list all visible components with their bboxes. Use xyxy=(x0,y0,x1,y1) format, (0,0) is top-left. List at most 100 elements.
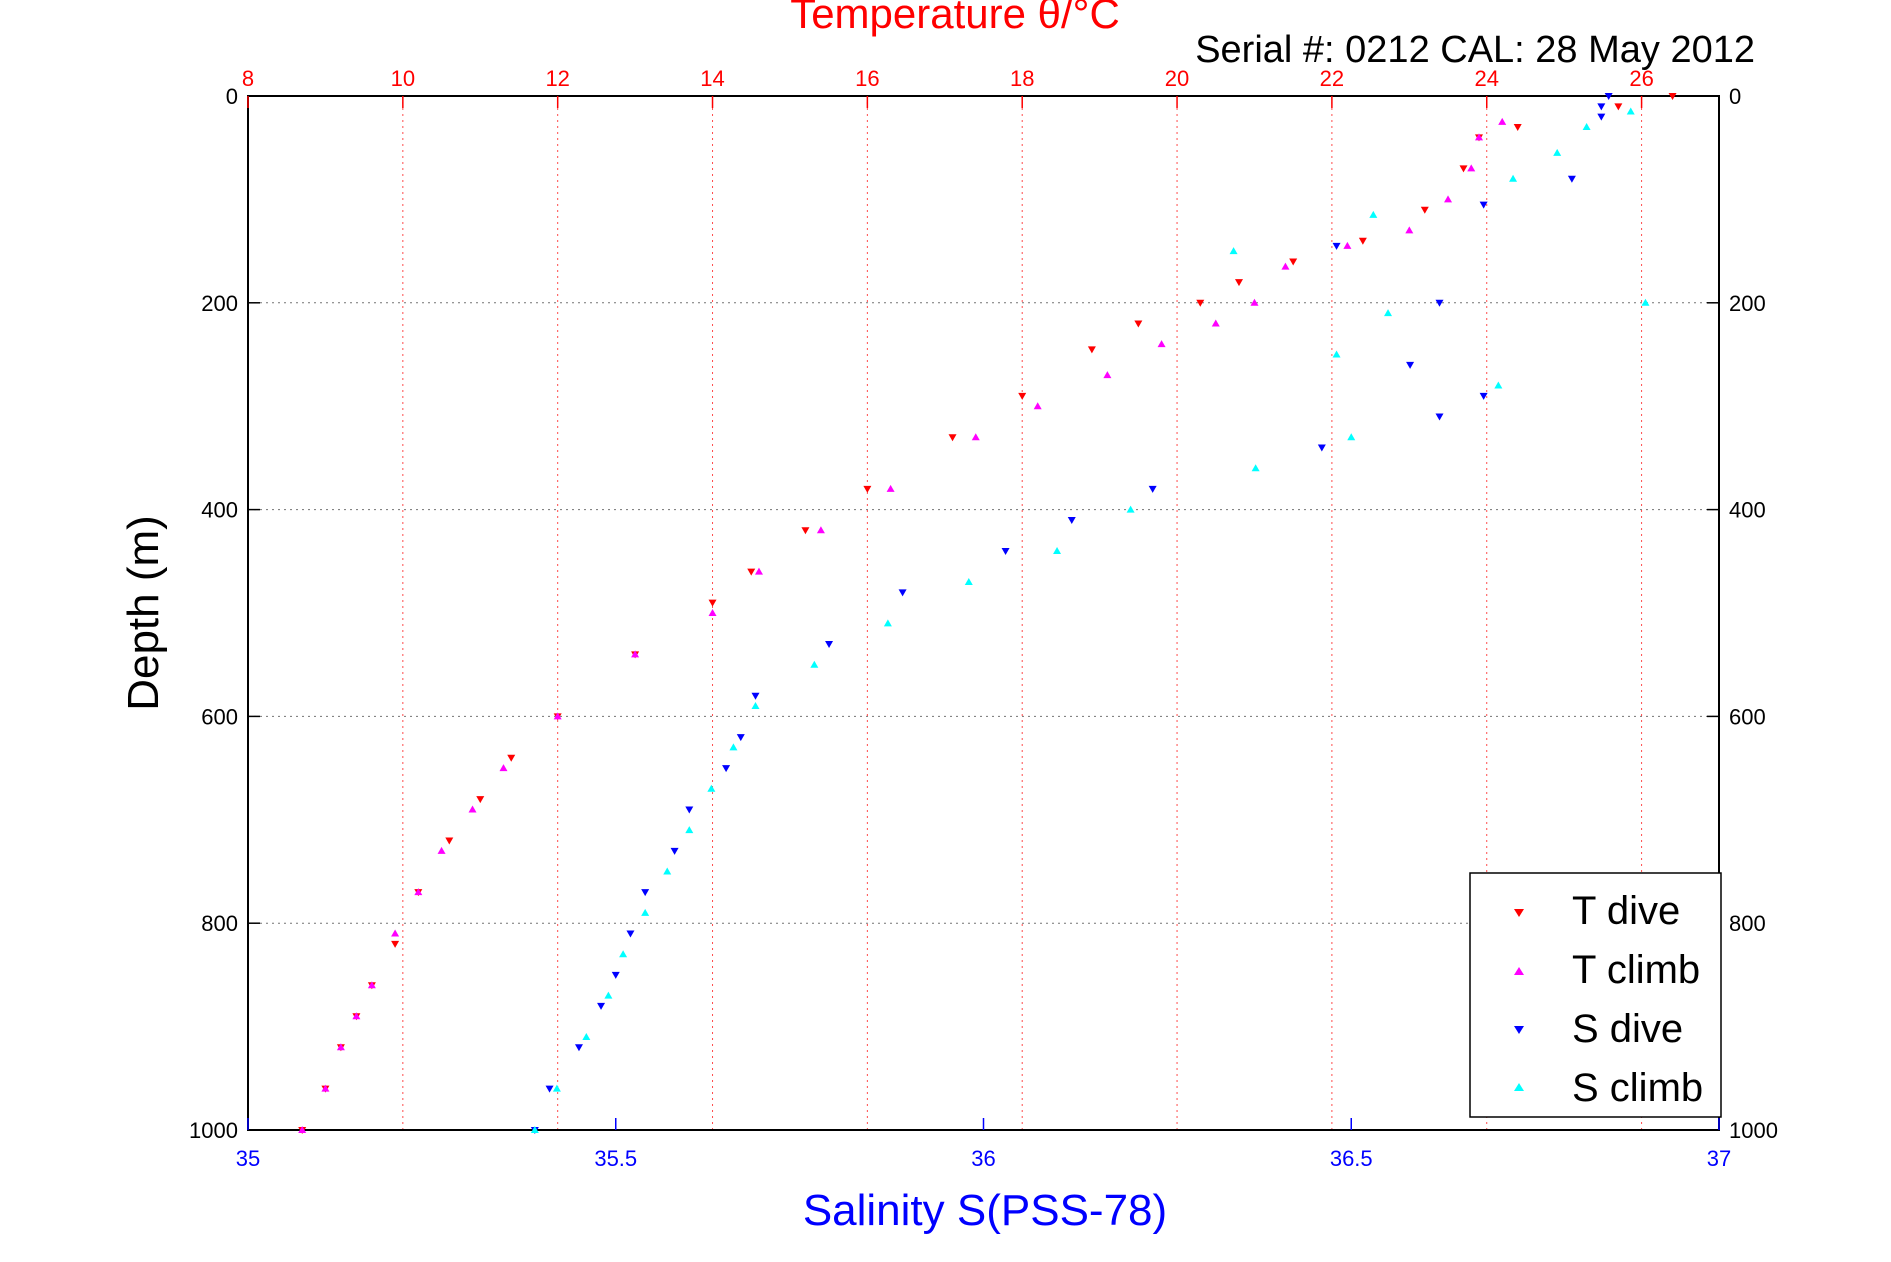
top-tick-label-24: 24 xyxy=(1474,66,1498,91)
point-t-dive-4 xyxy=(1459,165,1468,173)
legend-marker-s-dive xyxy=(1514,1026,1524,1034)
point-t-climb-5 xyxy=(1343,241,1352,249)
point-t-dive-8 xyxy=(1234,279,1243,287)
point-t-dive-6 xyxy=(1358,237,1367,245)
legend-label-s-dive: S dive xyxy=(1572,1007,1683,1051)
legend-label-s-climb: S climb xyxy=(1572,1066,1703,1110)
point-s-dive-19 xyxy=(685,806,694,814)
point-t-dive-22 xyxy=(445,837,454,845)
point-t-dive-24 xyxy=(391,940,400,948)
point-s-dive-12 xyxy=(1067,516,1076,524)
point-s-climb-5 xyxy=(1229,247,1238,255)
point-s-climb-7 xyxy=(1332,350,1341,358)
point-s-climb-14 xyxy=(964,577,973,585)
bottom-tick-label-36: 36 xyxy=(971,1146,995,1171)
point-t-dive-21 xyxy=(476,796,485,804)
point-t-climb-3 xyxy=(1444,195,1453,203)
point-t-dive-7 xyxy=(1289,258,1298,266)
legend: T dive T climb S dive S climb xyxy=(1469,872,1722,1118)
point-s-dive-22 xyxy=(626,930,635,938)
point-t-dive-10 xyxy=(1134,320,1143,328)
bottom-tick-label-36-5: 36.5 xyxy=(1330,1146,1373,1171)
top-tick-label-14: 14 xyxy=(700,66,724,91)
point-s-climb-26 xyxy=(552,1084,561,1092)
y-tick-label-left-800: 800 xyxy=(201,911,238,936)
point-s-climb-21 xyxy=(663,867,672,875)
y-tick-label-right-200: 200 xyxy=(1729,291,1766,316)
point-t-climb-14 xyxy=(816,526,825,534)
top-tick-label-26: 26 xyxy=(1629,66,1653,91)
point-s-climb-18 xyxy=(729,743,738,751)
point-t-climb-13 xyxy=(886,484,895,492)
point-t-climb-1 xyxy=(1474,133,1483,141)
x-axis-title: Salinity S(PSS-78) xyxy=(803,1186,1167,1235)
point-t-climb-23 xyxy=(391,929,400,937)
point-s-climb-3 xyxy=(1509,174,1518,182)
point-s-dive-26 xyxy=(545,1085,554,1093)
point-t-climb-4 xyxy=(1405,226,1414,234)
point-t-climb-26 xyxy=(336,1043,345,1051)
point-t-climb-7 xyxy=(1250,298,1259,306)
series-s-dive xyxy=(530,93,1613,1134)
point-s-dive-23 xyxy=(611,971,620,979)
point-s-dive-13 xyxy=(1001,547,1010,555)
point-s-dive-3 xyxy=(1567,175,1576,183)
legend-marker-t-dive xyxy=(1514,909,1524,917)
point-t-climb-24 xyxy=(367,981,376,989)
point-t-climb-15 xyxy=(754,567,763,575)
y-tick-label-left-400: 400 xyxy=(201,498,238,523)
point-s-climb-25 xyxy=(582,1032,591,1040)
top-tick-label-12: 12 xyxy=(545,66,569,91)
series-t-climb xyxy=(298,117,1507,1133)
point-s-climb-23 xyxy=(619,950,628,958)
y-tick-label-left-0: 0 xyxy=(226,84,238,109)
point-t-climb-22 xyxy=(414,888,423,896)
legend-box xyxy=(1469,872,1722,1118)
point-t-climb-25 xyxy=(352,1012,361,1020)
point-s-dive-20 xyxy=(670,847,679,855)
point-t-climb-2 xyxy=(1467,164,1476,172)
point-s-climb-8 xyxy=(1641,298,1650,306)
point-t-dive-11 xyxy=(1087,346,1096,354)
point-s-dive-4 xyxy=(1479,201,1488,209)
legend-label-t-dive: T dive xyxy=(1572,889,1680,933)
point-s-dive-8 xyxy=(1479,392,1488,400)
y-tick-label-right-0: 0 xyxy=(1729,84,1741,109)
point-s-climb-12 xyxy=(1126,505,1135,513)
point-t-climb-0 xyxy=(1498,117,1507,125)
point-t-climb-16 xyxy=(708,609,717,616)
point-s-climb-4 xyxy=(1369,210,1378,218)
point-s-climb-15 xyxy=(883,619,892,627)
top-tick-label-20: 20 xyxy=(1165,66,1189,91)
top-tick-label-16: 16 xyxy=(855,66,879,91)
point-t-dive-17 xyxy=(708,599,717,607)
point-s-dive-10 xyxy=(1317,444,1326,452)
point-t-dive-14 xyxy=(863,485,872,493)
point-s-climb-11 xyxy=(1251,464,1260,472)
point-s-climb-24 xyxy=(604,991,613,999)
legend-marker-s-climb xyxy=(1514,1083,1524,1091)
point-s-climb-0 xyxy=(1626,107,1635,115)
point-s-dive-2 xyxy=(1597,113,1606,121)
axis-ticks-layer: 0 0 200 200 400 400 600 600 800 800 1000 1000 8 10 12 1… xyxy=(189,66,1778,1171)
legend-label-t-climb: T climb xyxy=(1572,948,1700,992)
point-s-climb-27 xyxy=(530,1126,539,1133)
point-s-dive-7 xyxy=(1406,361,1415,369)
point-s-climb-6 xyxy=(1384,309,1393,317)
point-s-dive-15 xyxy=(825,641,834,649)
point-t-climb-6 xyxy=(1281,262,1290,270)
point-t-dive-20 xyxy=(507,754,516,762)
y-axis-title: Depth (m) xyxy=(119,515,168,711)
point-s-climb-22 xyxy=(641,908,650,916)
y-tick-label-right-1000: 1000 xyxy=(1729,1118,1778,1143)
point-s-dive-6 xyxy=(1435,299,1444,307)
point-s-dive-16 xyxy=(751,692,760,700)
point-t-climb-18 xyxy=(553,712,562,720)
top-tick-label-18: 18 xyxy=(1010,66,1034,91)
point-t-climb-28 xyxy=(298,1126,307,1133)
y-tick-label-right-800: 800 xyxy=(1729,911,1766,936)
bottom-tick-label-37: 37 xyxy=(1707,1146,1731,1171)
top-tick-label-10: 10 xyxy=(391,66,415,91)
point-t-dive-2 xyxy=(1513,124,1522,132)
